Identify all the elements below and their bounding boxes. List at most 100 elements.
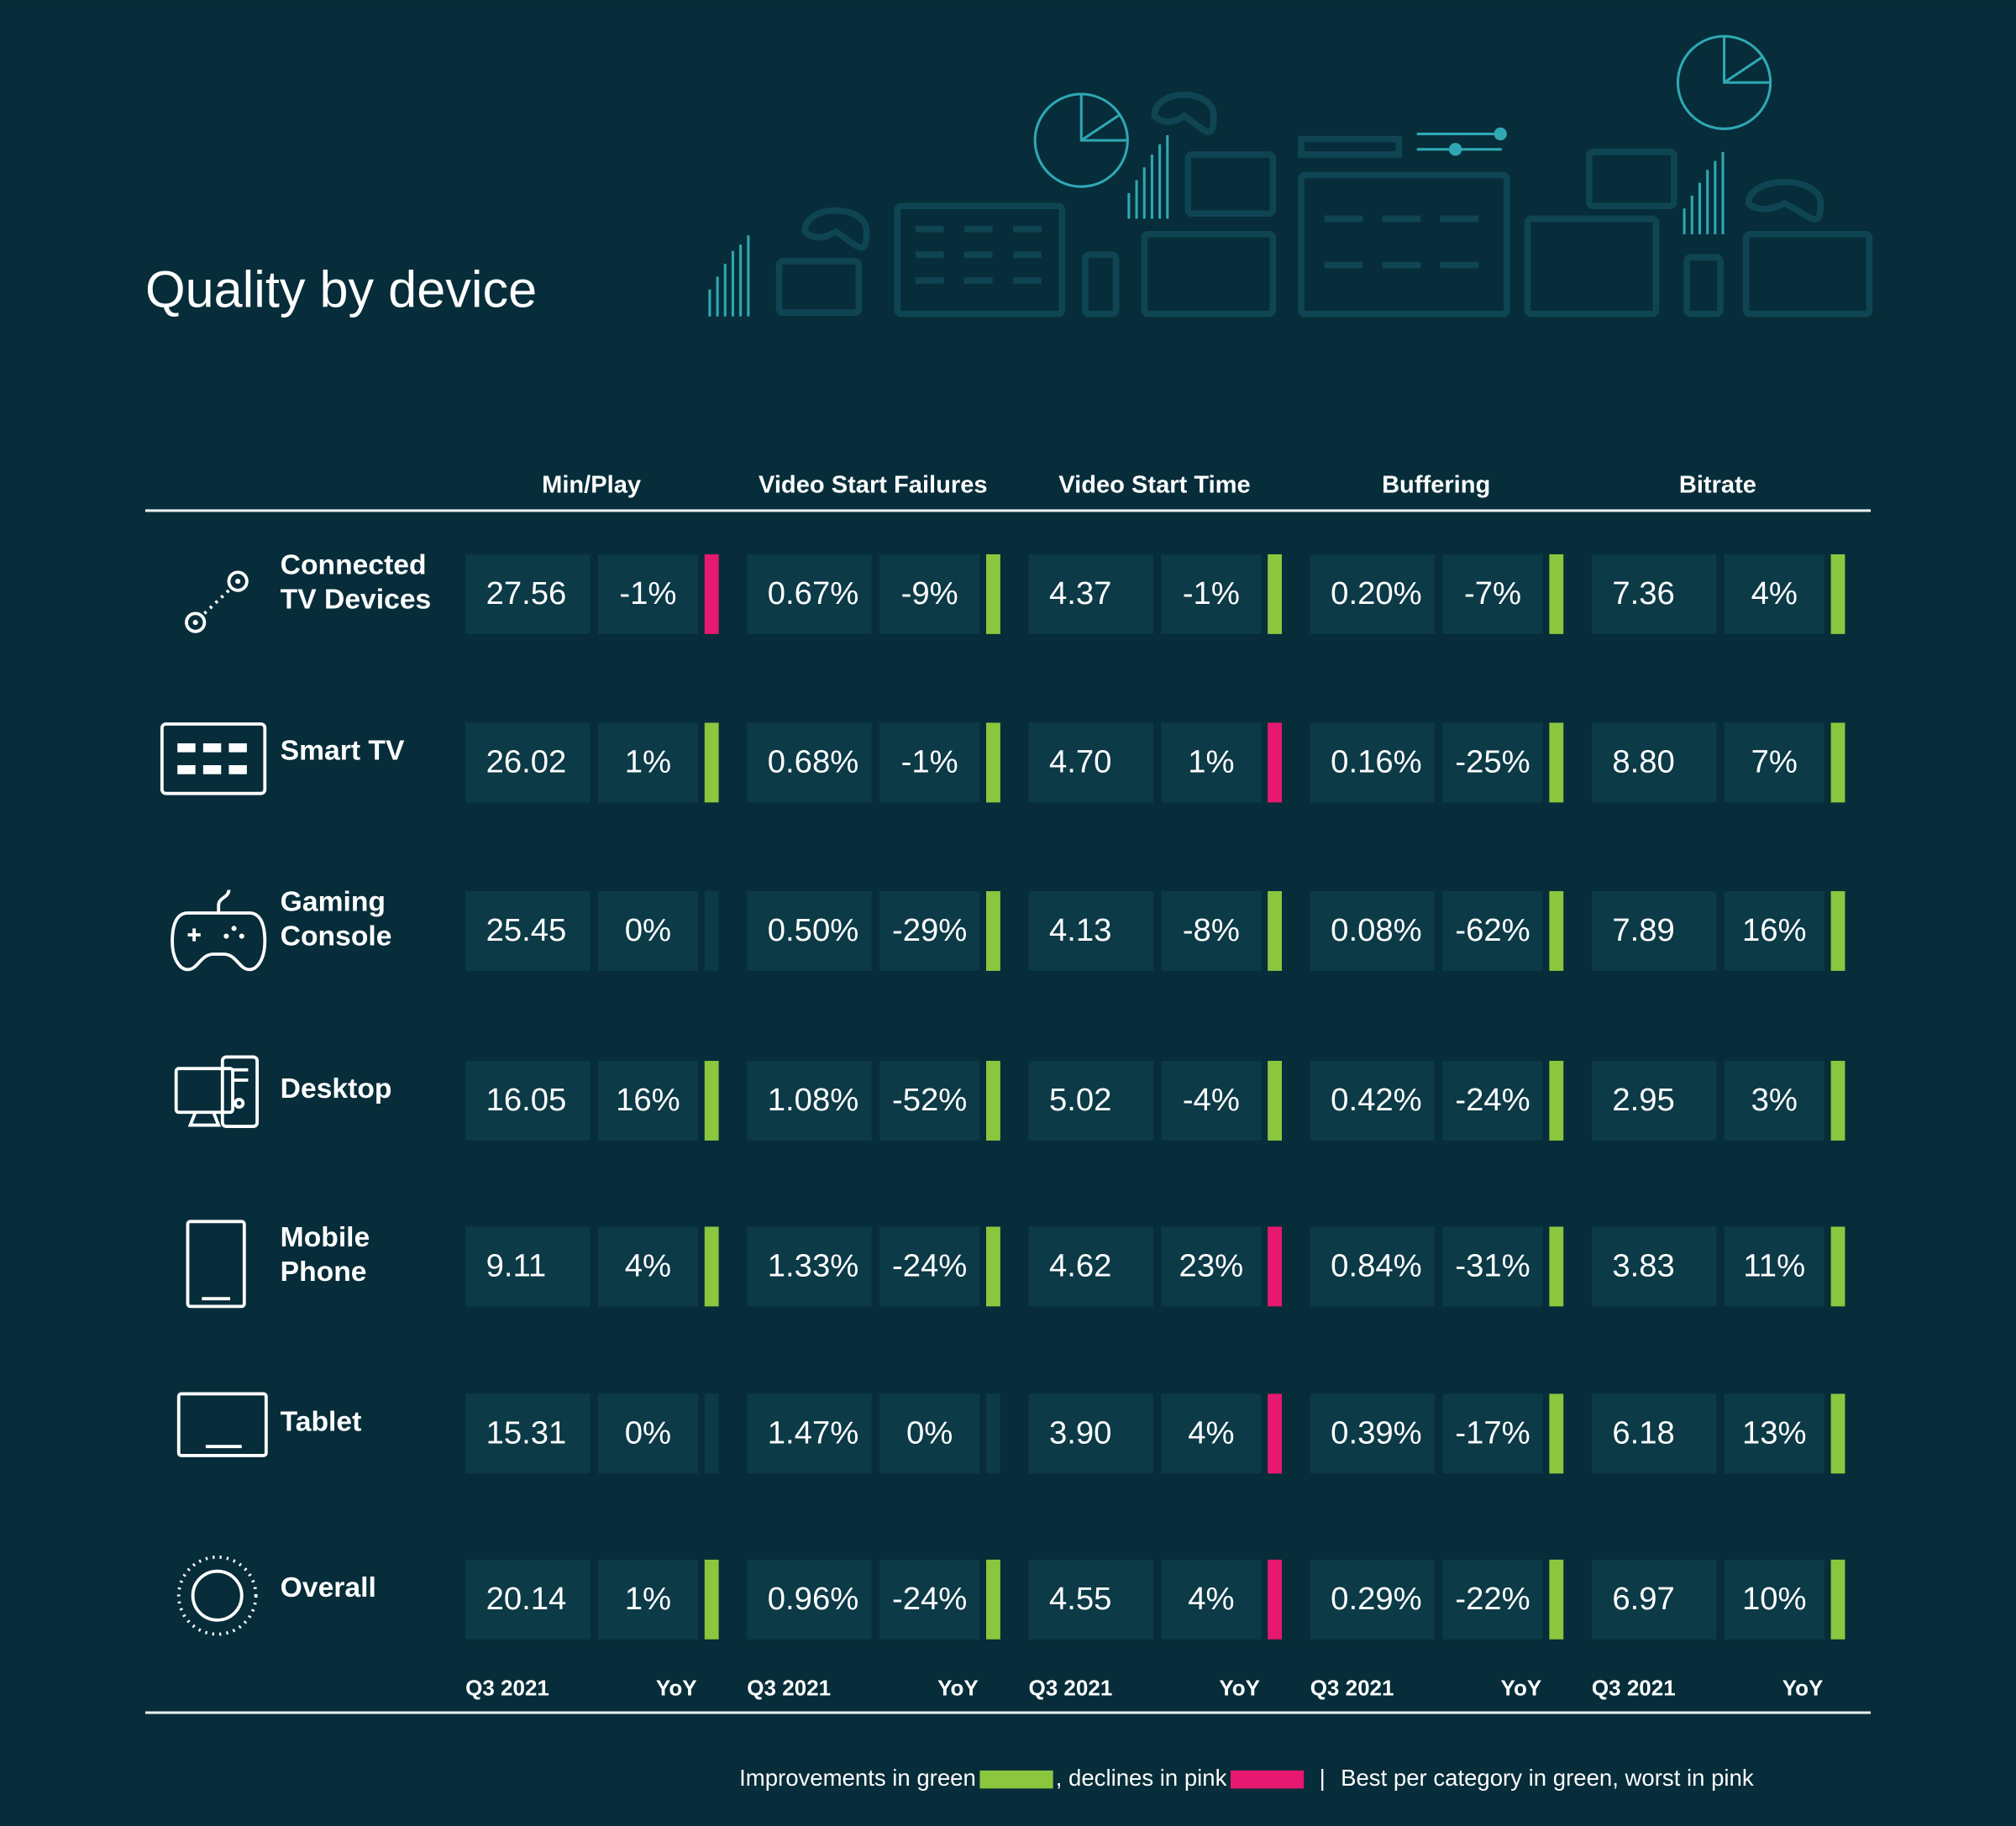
yoy-box [597,1393,699,1474]
yoy-box [879,1061,980,1141]
yoy-box [1724,890,1824,971]
value-box [1591,1226,1717,1307]
yoy-box [597,1559,699,1640]
yoy: -7% [1464,575,1521,611]
value: 4.37 [1049,575,1111,611]
trend-bar [985,1061,1000,1141]
sub-header: YoY [1501,1675,1542,1700]
yoy-box [597,1226,699,1307]
sub-header: YoY [1782,1675,1824,1700]
yoy: -9% [901,575,958,611]
value: 0.68% [768,744,858,780]
sub-header: Q3 2021 [747,1675,831,1700]
trend-bar [1830,722,1845,803]
value-box [465,1226,591,1307]
device-name: TV Devices [281,585,432,616]
value: 0.39% [1331,1415,1421,1451]
value: 6.18 [1612,1415,1674,1451]
value: 5.02 [1049,1082,1111,1118]
value-box [465,1559,591,1640]
yoy: 1% [625,1581,671,1617]
value: 16.05 [486,1082,567,1118]
yoy: 4% [1188,1415,1234,1451]
value-box [1591,722,1717,803]
value-box [465,722,591,803]
value-box [1028,1559,1153,1640]
trend-bar [1549,1061,1564,1141]
value-box [747,722,872,803]
value: 2.95 [1612,1082,1674,1118]
legend-text: Best per category in [1341,1765,1553,1791]
value-box [1028,890,1153,971]
value-box [1591,890,1717,971]
trend-bar [704,1226,719,1307]
yoy-box [1161,554,1262,634]
legend-text: | [1320,1765,1326,1791]
value: 27.56 [486,575,567,611]
value: 1.33% [768,1248,858,1284]
yoy: -17% [1455,1415,1530,1451]
column-header: Video Start Failures [759,472,988,499]
trend-bar [1268,554,1283,634]
value: 7.36 [1612,575,1674,611]
trend-bar [1268,1393,1283,1474]
value: 0.20% [1331,575,1421,611]
trend-bar [1549,1393,1564,1474]
value: 0.67% [768,575,858,611]
yoy: 11% [1743,1248,1805,1284]
trend-bar [1268,722,1283,803]
trend-bar [1830,1226,1845,1307]
value: 7.89 [1612,912,1674,948]
value-box [465,554,591,634]
yoy: -29% [892,912,967,948]
trend-bar [704,1393,719,1474]
device-name: Tablet [281,1407,362,1438]
yoy: 4% [1188,1581,1234,1617]
trend-bar [985,1226,1000,1307]
value: 0.08% [1331,912,1421,948]
trend-bar [985,722,1000,803]
value-box [1028,1226,1153,1307]
value: 4.55 [1049,1581,1111,1617]
value-box [747,554,872,634]
value: 4.70 [1049,744,1111,780]
yoy: 4% [625,1248,671,1284]
value: 4.13 [1049,912,1111,948]
trend-bar [704,1061,719,1141]
yoy: -52% [892,1082,967,1118]
yoy-box [879,722,980,803]
value-box [1591,1393,1717,1474]
yoy: -1% [1183,575,1240,611]
yoy-box [879,1393,980,1474]
value-box [747,1393,872,1474]
trend-bar [704,722,719,803]
column-header: Min/Play [542,472,642,499]
trend-bar [985,1393,1000,1474]
yoy-box [1161,890,1262,971]
yoy-box [597,1061,699,1141]
device-name: Console [281,921,392,952]
yoy-box [1442,1393,1543,1474]
value: 25.45 [486,912,567,948]
yoy: -31% [1455,1248,1530,1284]
value: 0.96% [768,1581,858,1617]
yoy: -22% [1455,1581,1530,1617]
value-box [1591,1559,1717,1640]
legend-text: green [1553,1765,1612,1791]
sub-header: Q3 2021 [1310,1675,1394,1700]
value: 0.84% [1331,1248,1421,1284]
value: 3.83 [1612,1248,1674,1284]
trend-bar [704,1559,719,1640]
yoy: -4% [1183,1082,1240,1118]
value-box [747,890,872,971]
legend-swatch [979,1770,1053,1789]
yoy-box [1442,722,1543,803]
yoy-box [597,554,699,634]
device-name: Smart TV [281,736,405,767]
yoy: -24% [1455,1082,1530,1118]
yoy-box [1161,722,1262,803]
trend-bar [1549,1226,1564,1307]
value-box [1310,1061,1436,1141]
trend-bar [985,1559,1000,1640]
yoy-box [879,1226,980,1307]
